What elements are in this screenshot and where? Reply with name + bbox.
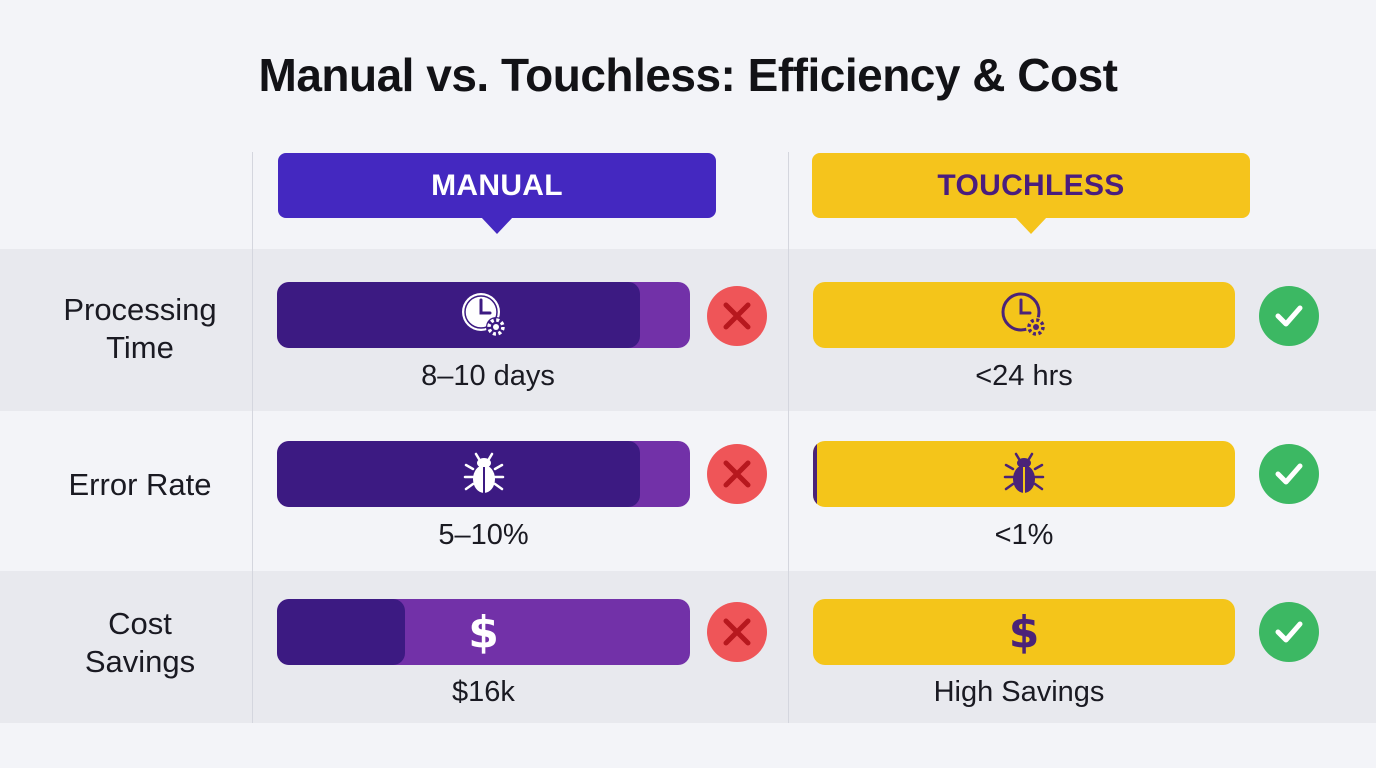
row-label-cost-savings: Cost Savings	[20, 605, 260, 681]
clock-gear-icon	[458, 289, 510, 341]
touchless-column-header: TOUCHLESS	[812, 153, 1250, 234]
manual-error-rate-bar	[277, 441, 690, 507]
bar-fill	[277, 282, 641, 348]
row-label-line: Error Rate	[68, 467, 212, 502]
touchless-processing-time-bar	[813, 282, 1235, 348]
manual-error-rate-value: 5–10%	[438, 519, 529, 551]
touchless-error-rate-value: <1%	[994, 519, 1054, 551]
touchless-header-label: TOUCHLESS	[937, 168, 1125, 202]
page-title: Manual vs. Touchless: Efficiency & Cost	[258, 49, 1118, 101]
manual-processing-time-value: 8–10 days	[421, 360, 555, 392]
touchless-error-rate-bar	[813, 441, 1235, 507]
row-label-line: Savings	[84, 644, 196, 679]
bug-icon	[1000, 450, 1048, 498]
dollar-icon: $	[1008, 606, 1040, 658]
clock-gear-icon	[998, 289, 1050, 341]
row-label-line: Processing	[63, 292, 217, 327]
cross-icon	[707, 286, 767, 346]
touchless-cost-savings-bar: $	[813, 599, 1235, 665]
check-icon	[1259, 602, 1319, 662]
row-label-processing-time: Processing Time	[20, 291, 260, 367]
dollar-icon: $	[468, 606, 499, 658]
bar-fill	[277, 441, 641, 507]
check-icon	[1259, 286, 1319, 346]
cross-icon	[707, 602, 767, 662]
manual-header-label: MANUAL	[431, 168, 563, 202]
manual-cost-savings-bar: $	[277, 599, 690, 665]
check-icon	[1259, 444, 1319, 504]
bug-icon	[460, 450, 508, 498]
touchless-processing-time-value: <24 hrs	[975, 360, 1073, 392]
manual-cost-savings-value: $16k	[452, 676, 515, 708]
column-divider	[788, 152, 789, 723]
column-divider	[252, 152, 253, 723]
bar-fill	[813, 441, 818, 507]
row-label-error-rate: Error Rate	[20, 466, 260, 504]
manual-column-header: MANUAL	[278, 153, 716, 234]
row-label-line: Time	[106, 330, 174, 365]
touchless-cost-savings-value: High Savings	[933, 676, 1105, 708]
cross-icon	[707, 444, 767, 504]
row-label-line: Cost	[108, 606, 172, 641]
bar-fill	[277, 599, 406, 665]
manual-processing-time-bar	[277, 282, 690, 348]
